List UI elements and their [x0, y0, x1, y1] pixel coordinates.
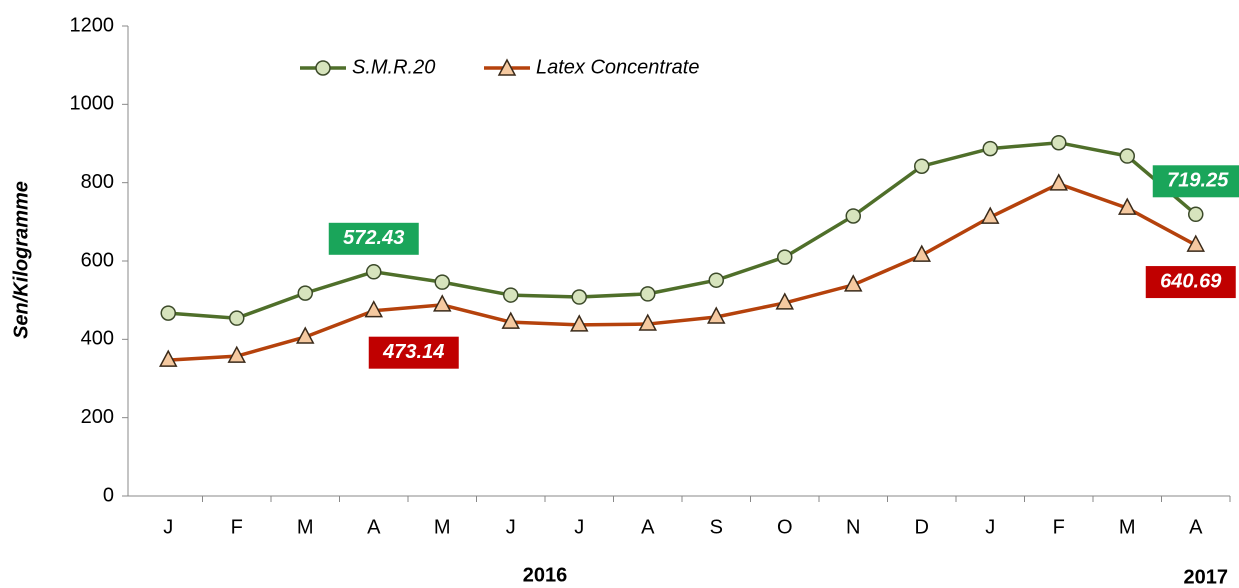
- x-tick-label: F: [1053, 516, 1065, 538]
- y-tick-label: 600: [81, 249, 114, 271]
- point: [982, 140, 998, 157]
- point: [844, 274, 863, 292]
- x-tick-label: J: [985, 516, 995, 538]
- x-tick-label: F: [231, 516, 243, 538]
- y-tick-label: 800: [81, 171, 114, 193]
- year-label: 2016: [523, 564, 568, 586]
- point: [640, 286, 656, 302]
- x-tick-label: A: [641, 516, 655, 538]
- point: [1051, 134, 1067, 151]
- point: [297, 285, 313, 301]
- value-label-box: [1145, 266, 1236, 299]
- point: [160, 305, 176, 321]
- y-tick-label: 0: [103, 484, 114, 506]
- point: [159, 349, 178, 367]
- point: [501, 311, 520, 329]
- point: [296, 326, 315, 344]
- point: [775, 292, 794, 310]
- x-tick-label: M: [434, 516, 451, 538]
- x-tick-label: A: [1189, 516, 1203, 538]
- point: [366, 264, 382, 280]
- y-tick-label: 1000: [70, 93, 115, 115]
- point: [434, 274, 450, 290]
- point: [914, 158, 930, 174]
- point: [638, 313, 657, 331]
- x-tick-label: A: [367, 516, 381, 538]
- value-label-box: [368, 336, 459, 369]
- point: [503, 287, 519, 303]
- x-tick-label: S: [710, 516, 723, 538]
- legend-label: S.M.R.20: [352, 56, 435, 78]
- point: [1049, 173, 1068, 191]
- point: [707, 306, 726, 324]
- point: [570, 314, 589, 332]
- y-tick-label: 1200: [70, 14, 115, 36]
- value-label: 719.25: [1167, 170, 1229, 192]
- x-tick-label: M: [297, 516, 314, 538]
- point: [1186, 234, 1205, 252]
- point: [845, 208, 861, 224]
- x-tick-label: N: [846, 516, 860, 538]
- point: [912, 244, 931, 262]
- legend-marker: [315, 60, 331, 76]
- x-tick-label: J: [574, 516, 584, 538]
- value-label-box: [1152, 165, 1239, 198]
- x-tick-label: J: [163, 516, 173, 538]
- point: [364, 300, 383, 318]
- point: [433, 294, 452, 312]
- point: [571, 289, 587, 305]
- year-label: 2017: [1184, 566, 1229, 588]
- point: [708, 272, 724, 288]
- value-label: 473.14: [382, 341, 444, 363]
- value-label: 572.43: [343, 227, 404, 249]
- point: [777, 249, 793, 265]
- legend-marker: [497, 58, 517, 76]
- point: [981, 206, 1000, 224]
- value-label-box: [328, 222, 419, 255]
- value-label: 640.69: [1160, 270, 1222, 292]
- series-line: [168, 181, 1197, 362]
- series-line: [168, 140, 1197, 320]
- x-tick-label: M: [1119, 516, 1136, 538]
- x-tick-label: O: [777, 516, 793, 538]
- x-tick-label: J: [506, 516, 516, 538]
- point: [227, 345, 246, 363]
- y-tick-label: 200: [81, 406, 114, 428]
- y-axis-title: Sen/Kilogramme: [10, 181, 32, 339]
- x-tick-label: D: [915, 516, 929, 538]
- legend-label: Latex Concentrate: [536, 56, 699, 78]
- point: [229, 310, 245, 326]
- point: [1118, 197, 1137, 215]
- y-tick-label: 400: [81, 328, 114, 350]
- point: [1119, 148, 1135, 164]
- point: [1188, 206, 1204, 223]
